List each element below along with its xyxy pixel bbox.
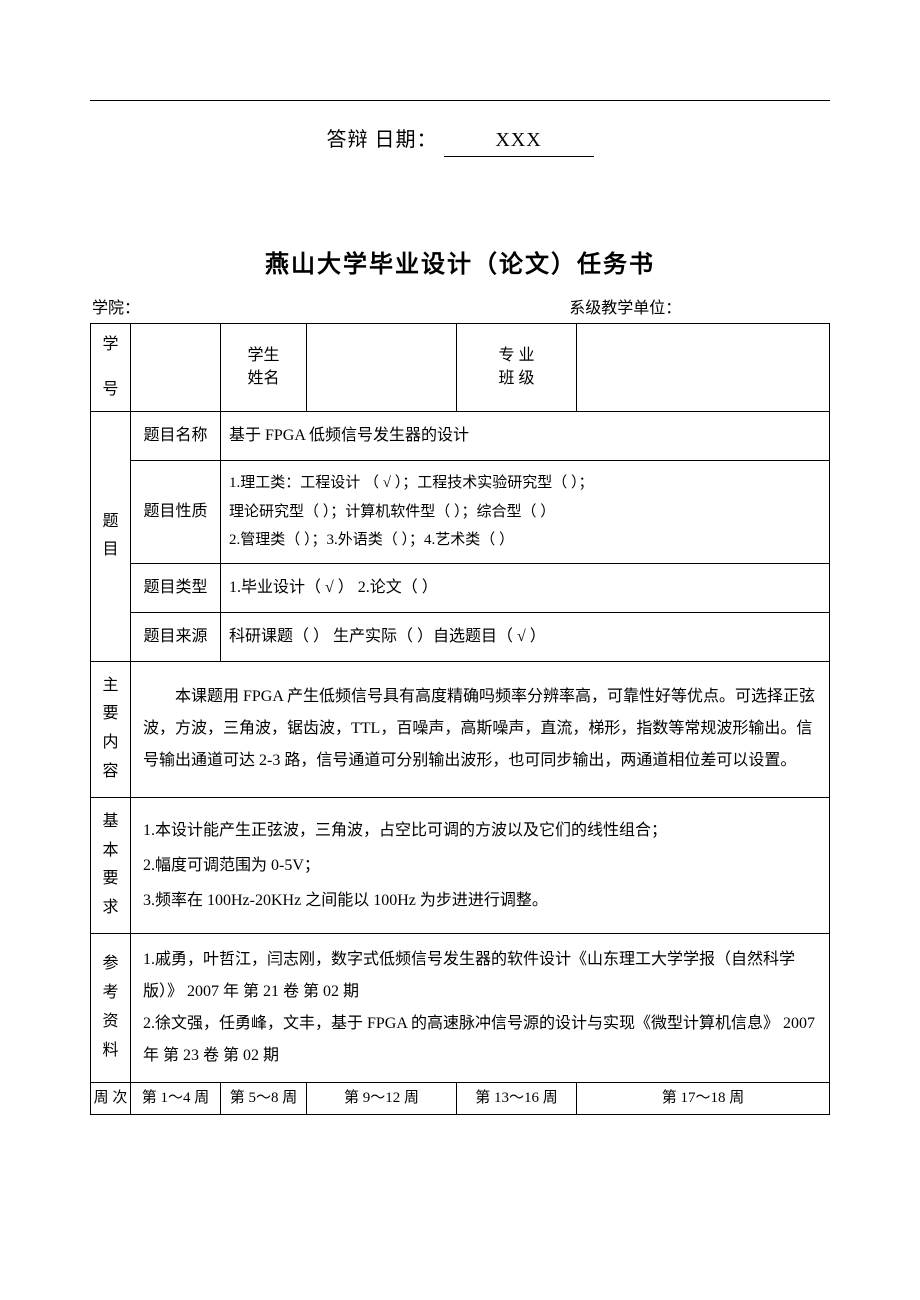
references-side: 参 考 资 料	[91, 934, 131, 1083]
req-item: 3.频率在 100Hz-20KHz 之间能以 100Hz 为步进进行调整。	[143, 883, 817, 918]
week-col: 第 9～12 周	[307, 1083, 457, 1115]
label-part: 班 级	[498, 370, 534, 387]
topic-type-value: 1.毕业设计（ √ ） 2.论文（ ）	[221, 563, 830, 612]
ref-item: 1.戚勇，叶哲江，闫志刚，数字式低频信号发生器的软件设计《山东理工大学学报（自然…	[143, 944, 817, 1008]
week-col: 第 17～18 周	[577, 1083, 830, 1115]
student-name-value	[307, 324, 457, 412]
topic-name-label: 题目名称	[131, 412, 221, 461]
req-item: 2.幅度可调范围为 0-5V；	[143, 848, 817, 883]
topic-source-row: 题目来源 科研课题（ ） 生产实际（ ）自选题目（ √ ）	[91, 612, 830, 661]
topic-type-label: 题目类型	[131, 563, 221, 612]
student-name-label: 学生 姓名	[221, 324, 307, 412]
topic-source-value: 科研课题（ ） 生产实际（ ）自选题目（ √ ）	[221, 612, 830, 661]
label-part: 号	[95, 379, 126, 401]
label-part: 专 业	[498, 347, 534, 364]
student-row: 学 号 学生 姓名 专 业 班 级	[91, 324, 830, 412]
week-col: 第 1～4 周	[131, 1083, 221, 1115]
defense-label: 答辩 日期：	[327, 129, 438, 151]
label-part: 学生	[247, 347, 279, 364]
top-rule	[90, 100, 830, 101]
req-item: 1.本设计能产生正弦波，三角波，占空比可调的方波以及它们的线性组合；	[143, 813, 817, 848]
unit-label: 系级教学单位：	[449, 297, 817, 321]
side-char: 参	[95, 950, 126, 979]
defense-value: XXX	[444, 125, 594, 157]
task-table: 学 号 学生 姓名 专 业 班 级 题 目 题目名称 基于 FPGA 低频信号发…	[90, 323, 830, 1115]
references-row: 参 考 资 料 1.戚勇，叶哲江，闫志刚，数字式低频信号发生器的软件设计《山东理…	[91, 934, 830, 1083]
side-char: 本	[95, 837, 126, 866]
topic-nature-row: 题目性质 1.理工类：工程设计 （ √ ）；工程技术实验研究型（ ）； 理论研究…	[91, 461, 830, 564]
topic-side-label: 题 目	[91, 412, 131, 662]
side-char: 考	[95, 979, 126, 1008]
side-char: 求	[95, 894, 126, 923]
week-col: 第 13～16 周	[457, 1083, 577, 1115]
references-cell: 1.戚勇，叶哲江，闫志刚，数字式低频信号发生器的软件设计《山东理工大学学报（自然…	[131, 934, 830, 1083]
requirements-cell: 1.本设计能产生正弦波，三角波，占空比可调的方波以及它们的线性组合； 2.幅度可…	[131, 797, 830, 933]
topic-source-label: 题目来源	[131, 612, 221, 661]
side-char: 料	[95, 1037, 126, 1066]
side-char: 要	[95, 700, 126, 729]
topic-nature-value: 1.理工类：工程设计 （ √ ）；工程技术实验研究型（ ）； 理论研究型（ ）；…	[221, 461, 830, 564]
defense-date-line: 答辩 日期： XXX	[90, 125, 830, 157]
side-char: 主	[95, 672, 126, 701]
side-char: 要	[95, 865, 126, 894]
student-id-value	[131, 324, 221, 412]
main-content-cell: 本课题用 FPGA 产生低频信号具有高度精确吗频率分辨率高，可靠性好等优点。可选…	[131, 661, 830, 797]
side-char: 基	[95, 808, 126, 837]
weeks-label: 周 次	[91, 1083, 131, 1115]
requirements-side: 基 本 要 求	[91, 797, 131, 933]
side-char: 内	[95, 729, 126, 758]
label-part: 学	[95, 334, 126, 356]
header-line: 学院： 系级教学单位：	[90, 297, 830, 321]
main-content-side: 主 要 内 容	[91, 661, 131, 797]
label-part: 姓名	[247, 370, 279, 387]
requirements-row: 基 本 要 求 1.本设计能产生正弦波，三角波，占空比可调的方波以及它们的线性组…	[91, 797, 830, 933]
main-content-row: 主 要 内 容 本课题用 FPGA 产生低频信号具有高度精确吗频率分辨率高，可靠…	[91, 661, 830, 797]
week-col: 第 5～8 周	[221, 1083, 307, 1115]
major-class-label: 专 业 班 级	[457, 324, 577, 412]
student-id-label: 学 号	[91, 324, 131, 412]
topic-type-row: 题目类型 1.毕业设计（ √ ） 2.论文（ ）	[91, 563, 830, 612]
side-char: 目	[95, 536, 126, 565]
side-char: 资	[95, 1008, 126, 1037]
page-title: 燕山大学毕业设计（论文）任务书	[90, 247, 830, 283]
side-char: 容	[95, 758, 126, 787]
main-content-text: 本课题用 FPGA 产生低频信号具有高度精确吗频率分辨率高，可靠性好等优点。可选…	[139, 675, 821, 783]
weeks-row: 周 次 第 1～4 周 第 5～8 周 第 9～12 周 第 13～16 周 第…	[91, 1083, 830, 1115]
topic-name-value: 基于 FPGA 低频信号发生器的设计	[221, 412, 830, 461]
side-char: 题	[95, 508, 126, 537]
major-class-value	[577, 324, 830, 412]
college-label: 学院：	[92, 297, 445, 321]
topic-name-row: 题 目 题目名称 基于 FPGA 低频信号发生器的设计	[91, 412, 830, 461]
ref-item: 2.徐文强，任勇峰，文丰，基于 FPGA 的高速脉冲信号源的设计与实现《微型计算…	[143, 1008, 817, 1072]
topic-nature-label: 题目性质	[131, 461, 221, 564]
